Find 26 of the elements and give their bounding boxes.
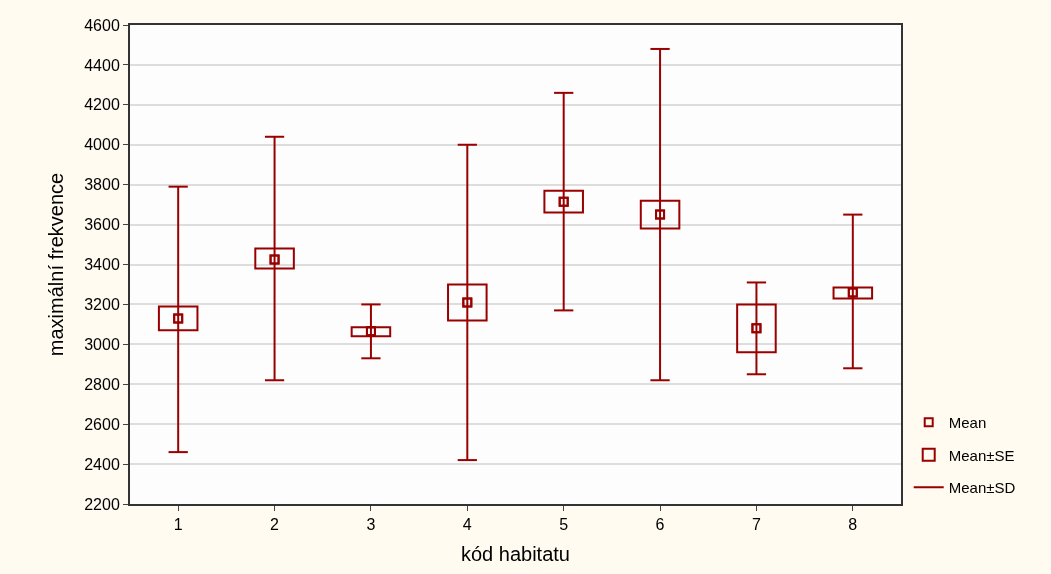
legend-label: Mean [948,414,987,432]
x-tick-label: 4 [462,516,472,534]
legend-label: Mean±SD [948,479,1016,497]
y-tick-label: 3800 [84,176,120,194]
x-tick-label: 3 [366,516,376,534]
x-tick-label: 7 [751,516,761,534]
x-tick-label: 6 [655,516,665,534]
y-tick-label: 2200 [84,495,120,513]
x-axis-title: kód habitatu [461,543,570,566]
x-tick-label: 8 [848,516,858,534]
y-axis-title: maximální frekvence [45,172,68,357]
y-tick-label: 2400 [84,455,120,473]
y-tick-label: 2600 [84,415,120,433]
x-tick-label: 5 [559,516,569,534]
y-tick-label: 4400 [84,56,120,74]
x-tick-label: 1 [173,516,183,534]
y-tick-label: 3000 [84,335,120,353]
y-tick-label: 4200 [84,96,120,114]
y-tick-label: 3600 [84,216,120,234]
y-tick-label: 4600 [84,16,120,34]
x-tick-label: 2 [270,516,280,534]
y-tick-label: 3200 [84,296,120,314]
legend-label: Mean±SE [948,446,1015,464]
y-tick-label: 4000 [84,136,120,154]
y-tick-label: 3400 [84,256,120,274]
y-tick-label: 2800 [84,375,120,393]
